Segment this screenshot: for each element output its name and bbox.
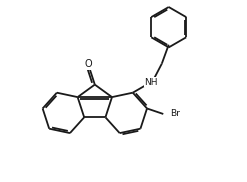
Text: O: O — [84, 59, 92, 69]
Text: Br: Br — [170, 110, 180, 118]
Text: NH: NH — [144, 78, 158, 87]
